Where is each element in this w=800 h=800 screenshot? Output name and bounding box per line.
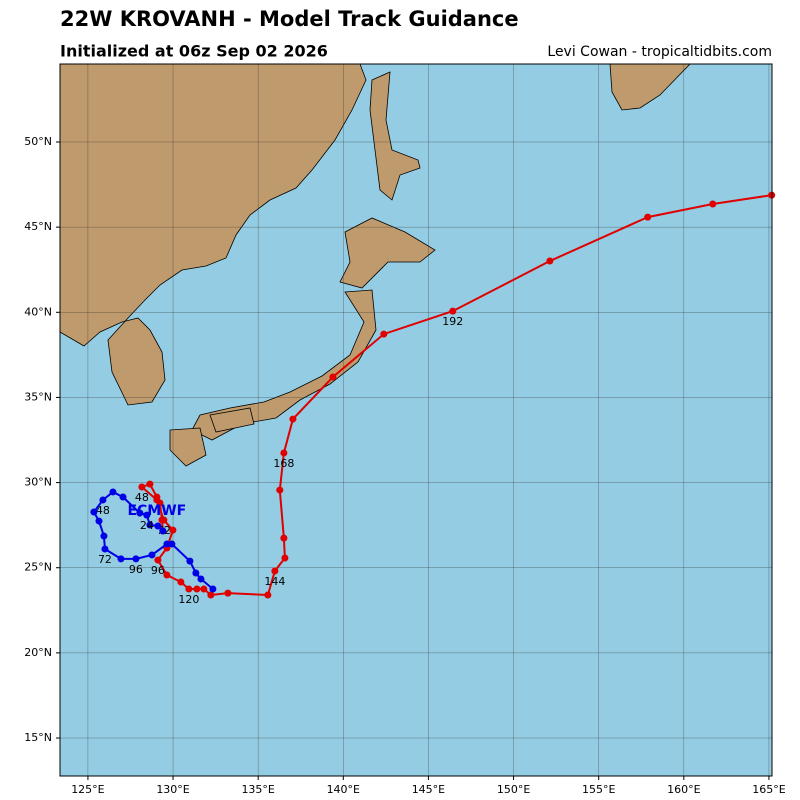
track-point: [160, 516, 168, 524]
track-point: [163, 571, 171, 579]
model-label: ECMWF: [127, 503, 186, 519]
x-tick-label: 160°E: [667, 783, 700, 796]
track-point: [146, 480, 154, 488]
track-point: [186, 557, 194, 565]
subtitle: Initialized at 06z Sep 02 2026: [60, 42, 328, 61]
y-tick-label: 35°N: [24, 390, 52, 403]
x-tick-label: 130°E: [156, 783, 189, 796]
track-point: [163, 540, 171, 548]
track-point: [193, 585, 201, 593]
track-point: [280, 534, 288, 542]
track-point: [148, 551, 156, 559]
x-tick-label: 125°E: [71, 783, 104, 796]
track-point: [90, 508, 98, 516]
track-point: [95, 517, 103, 525]
track-point: [100, 532, 108, 540]
track-point: [329, 373, 337, 381]
track-point: [159, 527, 167, 535]
track-point: [154, 522, 162, 530]
hour-label: 24: [140, 519, 154, 532]
track-point: [99, 496, 107, 504]
track-point: [101, 545, 109, 553]
y-tick-label: 30°N: [24, 476, 52, 489]
track-point: [154, 556, 162, 564]
track-point: [281, 554, 289, 562]
y-tick-label: 50°N: [24, 135, 52, 148]
hour-label: 48: [96, 504, 110, 517]
track-point: [209, 585, 217, 593]
track-point: [271, 567, 279, 575]
track-point: [644, 213, 652, 221]
track-point: [168, 540, 176, 548]
x-tick-label: 145°E: [412, 783, 445, 796]
track-point: [289, 415, 297, 423]
track-point: [117, 555, 125, 563]
x-tick-label: 165°E: [752, 783, 785, 796]
hour-label: 96: [151, 564, 165, 577]
y-tick-label: 25°N: [24, 561, 52, 574]
x-tick-label: 140°E: [327, 783, 360, 796]
hour-label: 168: [273, 457, 294, 470]
track-point: [138, 483, 146, 491]
track-point: [119, 493, 127, 501]
track-point: [109, 488, 117, 496]
track-point: [276, 486, 284, 494]
hour-label: 96: [129, 563, 143, 576]
track-point: [153, 496, 161, 504]
y-tick-label: 20°N: [24, 646, 52, 659]
track-point: [146, 521, 154, 529]
y-tick-label: 40°N: [24, 305, 52, 318]
track-point: [143, 511, 151, 519]
track-point: [192, 569, 200, 577]
track-point: [546, 257, 554, 265]
title: 22W KROVANH - Model Track Guidance: [60, 7, 519, 31]
hour-label: 192: [442, 315, 463, 328]
track-point: [132, 555, 140, 563]
map-frame: [59, 63, 773, 777]
hour-label: 144: [264, 575, 285, 588]
hour-label: 120: [178, 593, 199, 606]
track-point: [264, 591, 272, 599]
track-point: [224, 589, 232, 597]
track-point: [200, 585, 208, 593]
track-point: [177, 578, 185, 586]
y-tick-label: 45°N: [24, 220, 52, 233]
y-tick-label: 15°N: [24, 731, 52, 744]
x-tick-label: 135°E: [241, 783, 274, 796]
hour-label: 48: [135, 491, 149, 504]
track-point: [169, 526, 177, 534]
track-point: [449, 307, 457, 315]
credit: Levi Cowan - tropicaltidbits.com: [547, 44, 772, 60]
track-point: [280, 449, 288, 457]
hour-label: 72: [98, 553, 112, 566]
track-point: [185, 585, 193, 593]
x-tick-label: 155°E: [582, 783, 615, 796]
track-point: [709, 200, 717, 208]
x-tick-label: 150°E: [497, 783, 530, 796]
track-point: [136, 509, 144, 517]
track-point: [380, 330, 388, 338]
track-point: [207, 591, 215, 599]
track-point: [197, 575, 205, 583]
land: [59, 63, 691, 467]
